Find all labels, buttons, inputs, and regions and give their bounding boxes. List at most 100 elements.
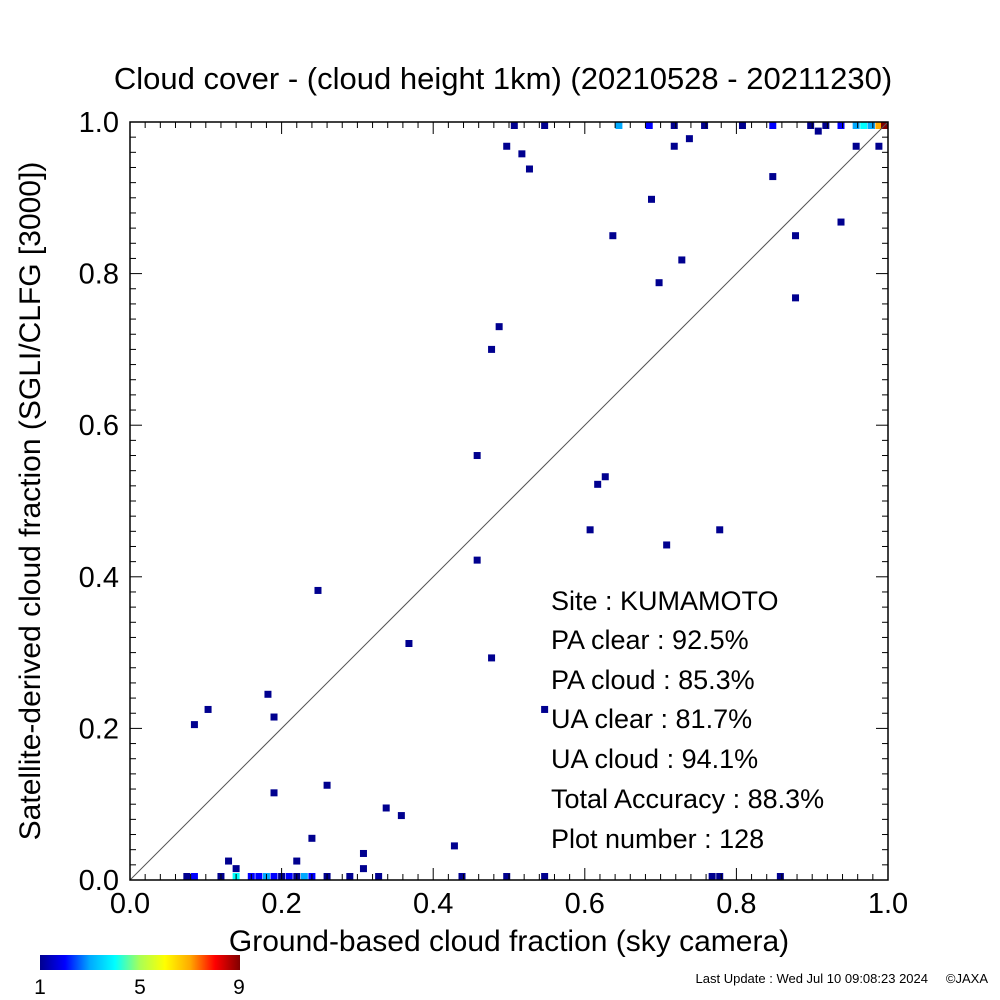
data-point-13: [382, 804, 390, 812]
data-point-19: [488, 345, 496, 353]
data-point-18: [473, 556, 481, 564]
data-point-37: [678, 256, 686, 264]
data-point-76: [375, 873, 383, 880]
last-update-text: Last Update : Wed Jul 10 09:08:23 2024: [696, 971, 928, 986]
data-point-36: [670, 122, 678, 129]
data-point-9: [225, 857, 233, 865]
data-point-53: [615, 122, 623, 129]
stats-ua-cloud: UA cloud : 94.1%: [551, 744, 758, 774]
data-point-15: [405, 640, 413, 648]
data-point-31: [609, 232, 617, 240]
stats-site: Site : KUMAMOTO: [551, 586, 779, 616]
data-point-16: [450, 842, 458, 850]
data-point-35: [670, 142, 678, 150]
data-point-21: [495, 323, 503, 331]
data-point-33: [655, 279, 663, 287]
data-point-78: [503, 873, 511, 880]
x-tick-label-0: 0.0: [110, 888, 150, 920]
data-point-72: [300, 873, 308, 880]
data-point-57: [860, 122, 868, 129]
x-tick-label-4: 0.8: [716, 888, 756, 920]
data-point-30: [601, 473, 609, 481]
y-axis-label: Satellite-derived cloud fraction (SGLI/C…: [14, 162, 47, 841]
data-point-48: [837, 218, 845, 226]
data-point-40: [716, 526, 724, 534]
y-tick-label-2: 0.4: [79, 562, 119, 594]
data-point-1: [204, 705, 212, 713]
axis-ticks: [129, 121, 889, 881]
data-point-80: [708, 873, 716, 880]
data-point-51: [875, 142, 883, 150]
x-tick-label-5: 1.0: [868, 888, 908, 920]
colorbar-max-label: 9: [233, 976, 245, 999]
y-tick-label-1: 0.2: [79, 713, 119, 745]
data-point-47: [822, 122, 830, 129]
data-point-61: [183, 873, 191, 880]
data-point-59: [875, 122, 883, 129]
data-point-39: [701, 122, 709, 129]
x-tick-label-2: 0.4: [413, 888, 453, 920]
data-point-5: [314, 586, 322, 594]
data-point-25: [525, 165, 533, 173]
y-tick-label-4: 0.8: [79, 259, 119, 291]
data-point-44: [792, 294, 800, 302]
stats-plot-number: Plot number : 128: [551, 824, 764, 854]
data-point-43: [792, 232, 800, 240]
data-point-27: [541, 705, 549, 713]
data-point-49: [852, 142, 860, 150]
data-point-79: [541, 873, 549, 880]
data-point-41: [738, 122, 746, 129]
x-tick-labels: 0.0 0.2 0.4 0.6 0.8 1.0: [110, 888, 908, 920]
data-point-32: [648, 195, 656, 203]
copyright-text: ©JAXA: [946, 971, 988, 986]
data-point-52: [645, 122, 653, 129]
x-tick-label-1: 0.2: [261, 888, 301, 920]
data-point-17: [473, 452, 481, 460]
stats-pa-cloud: PA cloud : 85.3%: [551, 665, 755, 695]
colorbar-mid-label: 5: [134, 976, 146, 999]
data-point-14: [397, 812, 405, 820]
data-point-7: [308, 834, 316, 842]
y-tick-label-5: 1.0: [79, 107, 119, 139]
data-point-68: [270, 873, 278, 880]
data-point-38: [685, 135, 693, 143]
data-point-46: [814, 127, 822, 135]
data-point-81: [716, 873, 724, 880]
data-point-28: [586, 526, 594, 534]
data-point-62: [190, 873, 198, 880]
y-tick-label-3: 0.6: [79, 410, 119, 442]
data-point-66: [255, 873, 263, 880]
data-point-3: [270, 713, 278, 721]
data-point-11: [359, 849, 367, 857]
colorbar-min-label: 1: [34, 976, 46, 999]
data-point-45: [807, 122, 815, 129]
x-tick-label-3: 0.6: [565, 888, 605, 920]
stats-total-accuracy: Total Accuracy : 88.3%: [551, 784, 824, 814]
data-point-82: [776, 873, 784, 880]
data-point-6: [323, 781, 331, 789]
data-point-26: [541, 122, 549, 129]
data-point-4: [270, 789, 278, 797]
colorbar: [40, 955, 240, 970]
data-point-10: [232, 865, 240, 873]
data-point-70: [285, 873, 293, 880]
data-point-23: [510, 122, 518, 129]
y-tick-label-0: 0.0: [79, 865, 119, 897]
data-point-24: [518, 150, 526, 158]
data-point-22: [503, 142, 511, 150]
reference-diagonal-line: [129, 121, 889, 881]
data-point-54: [769, 122, 777, 129]
stats-pa-clear: PA clear : 92.5%: [551, 625, 749, 655]
data-point-55: [837, 122, 845, 129]
plot-points: [183, 122, 888, 880]
data-point-2: [264, 690, 272, 698]
data-point-20: [488, 654, 496, 662]
y-tick-labels: 0.0 0.2 0.4 0.6 0.8 1.0: [79, 107, 119, 897]
chart-title: Cloud cover - (cloud height 1km) (202105…: [114, 61, 892, 96]
data-point-29: [594, 480, 602, 488]
data-point-0: [190, 721, 198, 729]
data-point-77: [458, 873, 466, 880]
x-axis-label: Ground-based cloud fraction (sky camera): [229, 925, 789, 958]
stats-box: Site : KUMAMOTO PA clear : 92.5% PA clou…: [551, 586, 824, 854]
